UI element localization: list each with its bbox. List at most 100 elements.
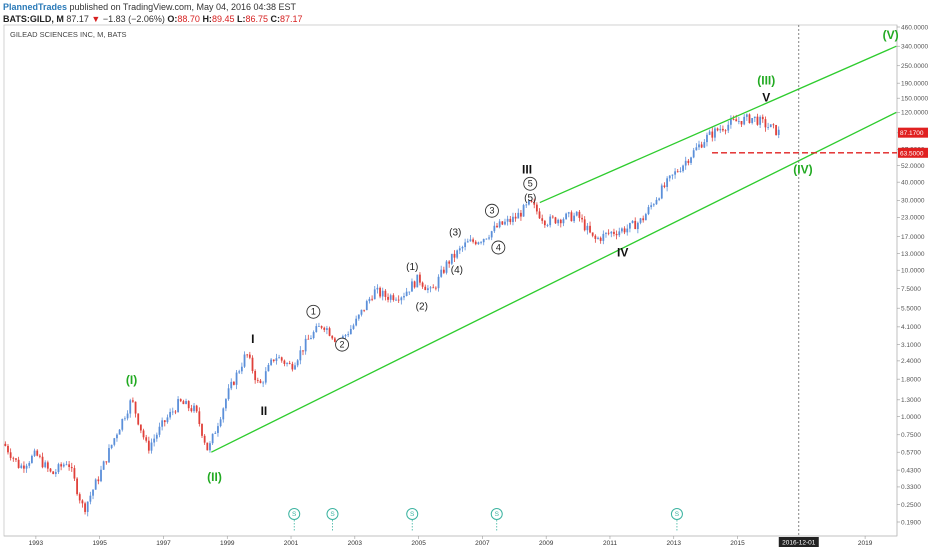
low-value: 86.75 <box>245 14 269 24</box>
candle-body <box>660 185 663 199</box>
candle-body <box>38 455 41 457</box>
candle-body <box>482 239 485 243</box>
candle-body <box>501 221 504 225</box>
candle-body <box>700 144 703 148</box>
price-label: 63.5000 <box>900 150 924 157</box>
candle-body <box>368 298 371 302</box>
candle-body <box>219 419 222 427</box>
candle-body <box>626 228 629 233</box>
candle-body <box>4 443 7 446</box>
candle-body <box>52 471 55 475</box>
price-label: 87.1700 <box>900 130 924 137</box>
candle-body <box>535 204 538 212</box>
x-axis[interactable]: 1993 1995 1997 1999 2001 2003 2005 2007 2009 2011… <box>4 535 897 547</box>
candle-body <box>373 289 376 300</box>
candle-body <box>102 461 105 470</box>
candle-body <box>397 299 400 301</box>
candle-body <box>557 219 560 224</box>
chart-title: GILEAD SCIENCES INC, M, BATS <box>10 30 127 39</box>
split-marker-icon <box>406 508 419 520</box>
x-tick-label: 2007 <box>475 540 490 547</box>
candle-body <box>347 334 350 336</box>
x-tick-label: 2013 <box>667 540 682 547</box>
candle-body <box>333 338 336 342</box>
candle-body <box>150 442 153 451</box>
candle-body <box>636 222 639 230</box>
candle-body <box>533 202 536 205</box>
y-tick-label: 7.5000 <box>901 286 921 293</box>
candle-body <box>304 338 307 352</box>
candle-body <box>84 503 86 512</box>
last-price: 87.17 <box>66 14 89 24</box>
split-marker-label: S <box>292 511 297 518</box>
low-label: L: <box>236 14 246 24</box>
x-tick-label: 2011 <box>603 540 617 547</box>
candle-body <box>283 360 286 364</box>
candle-body <box>349 328 352 335</box>
candle-body <box>628 222 631 229</box>
candle-body <box>427 288 429 291</box>
candle-body <box>243 354 246 367</box>
candle-body <box>108 448 110 463</box>
candle-body <box>124 418 126 420</box>
candle-body <box>442 269 445 273</box>
candle-body <box>504 221 506 225</box>
y-tick-label: 1.3000 <box>901 397 921 404</box>
price-label-badge <box>898 147 928 158</box>
candle-body <box>748 114 751 123</box>
candle-body <box>597 237 599 239</box>
chart-header: PlannedTrades published on TradingView.c… <box>3 1 903 25</box>
y-tick-label: 1.0000 <box>901 414 921 421</box>
candle-body <box>60 464 63 467</box>
candle-body <box>179 399 182 402</box>
candle-body <box>320 326 323 328</box>
candle-body <box>589 225 591 233</box>
candle-body <box>62 464 65 467</box>
y-axis[interactable]: 460.0000 340.0000 250.0000 190.0000 150.0000… <box>896 24 928 536</box>
candle-body <box>155 434 158 439</box>
author-link[interactable]: PlannedTrades <box>3 2 68 12</box>
candle-body <box>437 276 440 289</box>
candle-body <box>235 372 238 385</box>
candle-body <box>280 357 283 361</box>
down-arrow-icon: ▼ <box>91 14 101 24</box>
candle-body <box>129 400 132 414</box>
candle-body <box>118 429 121 435</box>
y-tick-label: 0.7500 <box>901 432 921 439</box>
candle-body <box>719 128 722 131</box>
y-tick-label: 5.5000 <box>901 306 921 313</box>
candle-body <box>567 212 570 214</box>
wave-labels: (I)(II)(III)(IV)(V)IIIIIIIVV12345(1)(2)(… <box>126 28 899 484</box>
candle-body <box>615 233 618 236</box>
candle-body <box>299 350 302 361</box>
wave-label-minor: 5 <box>528 179 533 189</box>
x-tick-label: 1999 <box>220 540 235 547</box>
candle-body <box>81 500 84 504</box>
candle-body <box>387 296 389 300</box>
candle-body <box>89 495 92 502</box>
candle-body <box>732 119 735 120</box>
candle-body <box>538 211 541 219</box>
candle-body <box>232 381 235 385</box>
candle-body <box>113 438 116 445</box>
symbol-label[interactable]: BATS:GILD, M <box>3 14 64 24</box>
candle-body <box>275 358 278 361</box>
candle-body <box>365 301 368 311</box>
candle-body <box>573 215 575 222</box>
candle-body <box>312 332 315 339</box>
candle-body <box>161 420 164 427</box>
candle-body <box>477 242 480 245</box>
candle-body <box>485 238 488 240</box>
candle-body <box>599 237 602 241</box>
candle-body <box>530 200 533 203</box>
y-tick-label: 0.5700 <box>901 450 921 457</box>
candle-body <box>256 380 259 381</box>
candle-body <box>549 216 552 226</box>
candle-body <box>225 399 227 409</box>
candle-body <box>344 335 347 337</box>
split-marker-icon <box>326 508 339 520</box>
candle-body <box>498 221 501 228</box>
candle-body <box>623 228 626 233</box>
candle-body <box>411 281 413 292</box>
